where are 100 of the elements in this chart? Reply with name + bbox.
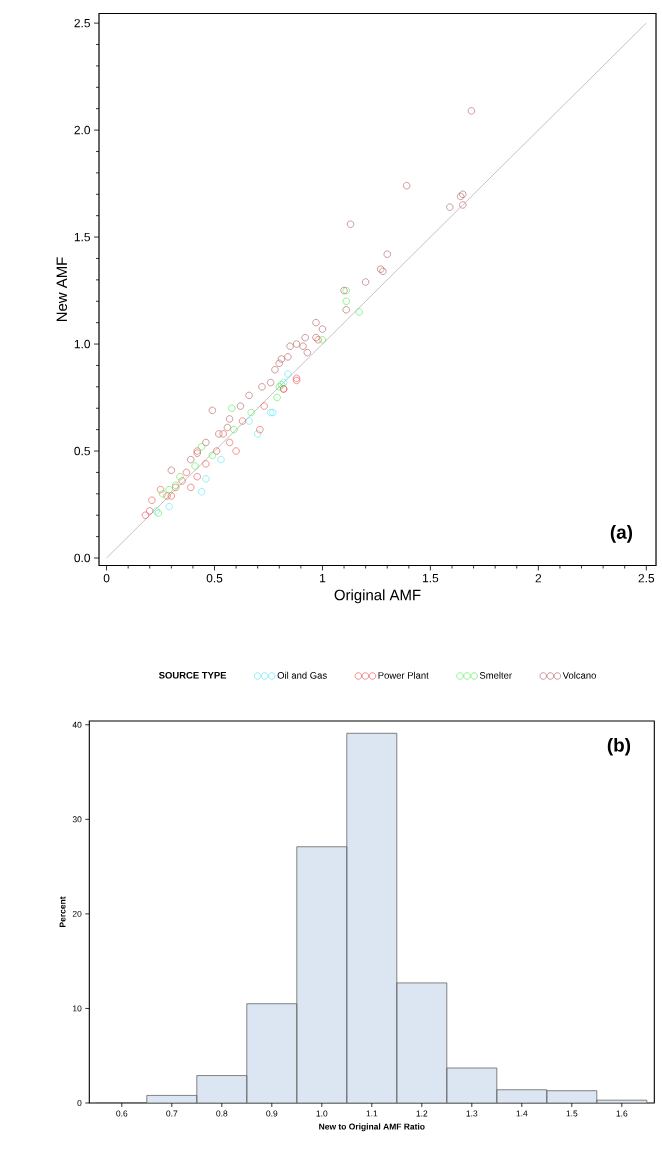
point: [303, 349, 312, 357]
point: [226, 438, 234, 447]
point: [267, 378, 275, 387]
point: [183, 468, 191, 477]
x-tick-label: 1.5: [566, 1110, 578, 1117]
point: [260, 402, 268, 410]
point: [167, 492, 176, 500]
point: [187, 456, 195, 464]
x-tick-label: 2: [535, 574, 542, 583]
point: [228, 404, 236, 412]
point: [301, 334, 309, 342]
annotation: (b): [607, 737, 631, 756]
point: [275, 383, 284, 391]
legend-label: Volcano: [562, 671, 597, 679]
point: [202, 475, 210, 483]
point: [293, 340, 301, 348]
x-axis-title: Original AMF: [334, 589, 421, 604]
point: [213, 447, 221, 455]
point: [148, 496, 156, 504]
x-tick-label: 0.6: [116, 1110, 128, 1117]
point: [383, 250, 391, 258]
point: [142, 511, 150, 519]
point: [230, 426, 238, 434]
point: [239, 417, 247, 425]
point: [146, 507, 154, 515]
point: [319, 325, 327, 333]
point: [224, 423, 232, 432]
y-axis-title: New AMF: [56, 257, 68, 322]
legend-label: Oil and Gas: [277, 671, 327, 679]
point: [273, 393, 281, 402]
point: [157, 485, 165, 494]
x-axis-title: New to Original AMF Ratio: [319, 1123, 425, 1132]
y-tick-label: 0: [77, 1100, 82, 1106]
point: [347, 220, 355, 228]
point: [219, 430, 227, 438]
legend-title: SOURCE TYPE: [159, 671, 227, 679]
point: [284, 370, 292, 378]
point: [178, 477, 186, 485]
point: [468, 107, 476, 115]
point: [258, 383, 266, 391]
x-tick-label: 1.6: [616, 1110, 628, 1117]
x-tick-label: 1.3: [466, 1110, 478, 1117]
point: [275, 359, 284, 367]
point: [208, 406, 217, 414]
point: [286, 342, 294, 350]
point: [342, 306, 350, 314]
annotation: (a): [610, 525, 633, 543]
point: [254, 430, 262, 438]
y-tick-label: 1.5: [74, 232, 91, 242]
point: [167, 466, 176, 474]
y-tick-label: 10: [73, 1005, 82, 1012]
point: [245, 417, 253, 425]
point: [299, 342, 307, 350]
x-tick-label: 2.5: [638, 574, 655, 583]
y-tick-label: 2.5: [74, 18, 91, 28]
point: [362, 278, 370, 286]
x-tick-label: 0: [103, 574, 110, 583]
point: [198, 488, 206, 496]
point: [176, 473, 184, 481]
legend-label: Smelter: [480, 671, 513, 679]
point: [187, 483, 195, 491]
point: [459, 190, 467, 198]
x-tick-label: 1.0: [316, 1110, 328, 1117]
legend-label: Power Plant: [378, 671, 429, 679]
y-tick-label: 2.0: [74, 125, 91, 135]
point: [342, 297, 350, 305]
point: [165, 503, 173, 511]
y-axis-title: Percent: [59, 896, 66, 927]
y-tick-label: 30: [72, 816, 82, 823]
point: [457, 192, 465, 201]
y-tick-label: 40: [72, 721, 82, 728]
x-tick-label: 1.5: [423, 574, 439, 583]
point: [403, 182, 411, 190]
point: [256, 426, 264, 434]
x-tick-label: 1: [320, 574, 326, 583]
point: [165, 485, 173, 494]
point: [284, 353, 292, 361]
y-tick-label: 1.0: [74, 339, 91, 349]
x-tick-label: 0.8: [216, 1110, 228, 1117]
point: [245, 391, 253, 399]
point: [319, 336, 327, 344]
y-tick-label: 0.5: [74, 446, 91, 456]
point: [232, 447, 240, 455]
x-tick-label: 0.5: [206, 574, 223, 583]
point: [215, 430, 223, 438]
point: [226, 415, 234, 423]
point: [208, 451, 217, 459]
point: [193, 473, 202, 481]
y-tick-label: 0.0: [74, 553, 91, 563]
x-tick-label: 0.9: [266, 1110, 278, 1117]
point: [163, 492, 171, 500]
point: [446, 203, 454, 211]
y-tick-label: 20: [72, 910, 82, 917]
x-tick-label: 1.4: [516, 1110, 528, 1117]
point: [217, 456, 225, 464]
x-tick-label: 1.2: [416, 1110, 428, 1117]
point: [191, 462, 199, 470]
point: [459, 201, 467, 209]
point: [355, 308, 363, 316]
point: [202, 438, 210, 447]
